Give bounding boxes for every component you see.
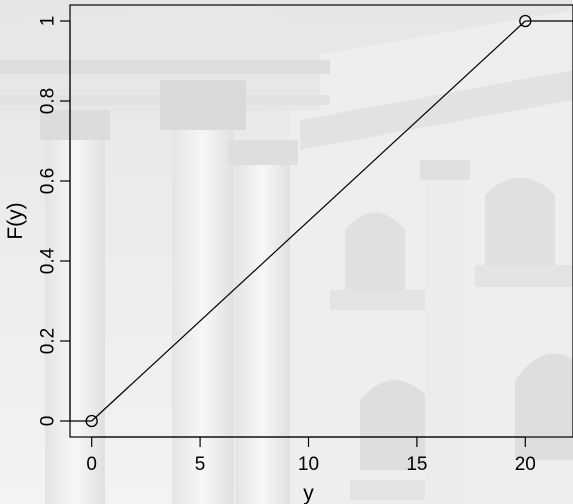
- x-axis-label: y: [303, 482, 314, 504]
- x-tick-label: 15: [406, 454, 427, 475]
- y-tick-label: 0.6: [38, 168, 59, 194]
- x-tick-label: 20: [515, 454, 536, 475]
- x-tick-label: 0: [86, 454, 97, 475]
- x-tick-label: 5: [195, 454, 206, 475]
- y-axis-label: F(y): [4, 202, 27, 239]
- x-tick-label: 10: [298, 454, 319, 475]
- y-tick-label: 1: [38, 16, 59, 27]
- y-tick-label: 0.8: [38, 88, 59, 114]
- y-tick-label: 0.4: [38, 247, 59, 274]
- cdf-series-line: [91, 20, 526, 422]
- cdf-point-marker: [519, 14, 532, 28]
- cdf-point-marker: [85, 414, 98, 428]
- y-tick-label: 0.2: [38, 328, 59, 354]
- y-tick-label: 0: [38, 416, 59, 427]
